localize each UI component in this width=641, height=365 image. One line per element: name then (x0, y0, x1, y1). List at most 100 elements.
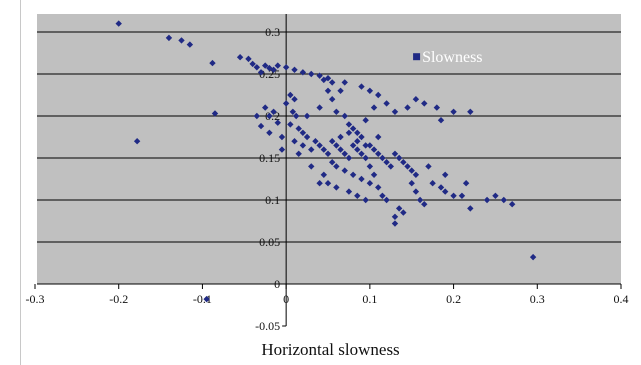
data-point (341, 167, 348, 174)
data-point (362, 154, 369, 162)
data-point (257, 69, 265, 76)
data-point (442, 171, 449, 178)
data-point (303, 112, 311, 120)
data-point (483, 196, 491, 204)
data-point (299, 69, 307, 76)
data-point (358, 150, 365, 157)
data-point (278, 133, 286, 141)
data-point (253, 112, 261, 120)
data-point (450, 108, 457, 115)
data-point (421, 100, 428, 107)
data-point (412, 188, 420, 195)
data-point (404, 163, 411, 170)
data-point (370, 171, 378, 178)
x-tick-label: 0.3 (530, 292, 545, 306)
data-point (262, 104, 269, 111)
data-point (467, 108, 474, 115)
data-point (209, 59, 216, 67)
data-point (345, 188, 353, 195)
data-point (328, 138, 336, 145)
data-point (337, 146, 344, 153)
data-point (266, 112, 273, 120)
data-point (320, 146, 328, 153)
data-point (295, 125, 302, 132)
data-point (379, 154, 386, 162)
data-point (408, 180, 415, 187)
data-point (316, 180, 323, 187)
data-point (442, 188, 449, 195)
x-tick-label: 0 (283, 292, 289, 306)
data-point (492, 192, 499, 199)
data-point (437, 184, 445, 191)
data-point (253, 64, 261, 71)
data-point (529, 253, 537, 261)
y-tick-label: 0.15 (259, 151, 280, 165)
data-point (262, 62, 269, 69)
y-tick-label: 0 (274, 277, 280, 291)
data-point (333, 184, 340, 191)
data-point (366, 142, 374, 149)
data-point (337, 87, 344, 94)
data-point (508, 201, 516, 208)
data-point (366, 180, 374, 187)
data-point (450, 192, 457, 199)
y-tick-label: 0.3 (265, 25, 280, 39)
data-point (115, 20, 122, 27)
data-point (257, 122, 265, 130)
data-point (211, 110, 219, 117)
y-tick-label: 0.05 (259, 235, 280, 249)
data-point (391, 213, 399, 220)
data-point (333, 142, 340, 149)
data-point (412, 96, 420, 103)
data-point (295, 150, 302, 157)
data-point (291, 66, 298, 73)
data-point (245, 55, 252, 63)
data-point (320, 76, 328, 84)
data-point (274, 62, 281, 69)
data-point (333, 108, 340, 115)
data-point (362, 196, 369, 204)
data-point (291, 96, 298, 103)
data-point (308, 163, 315, 170)
data-point (391, 150, 399, 157)
data-point (308, 70, 315, 78)
data-point (186, 41, 194, 48)
data-point (345, 129, 353, 136)
data-point (349, 142, 357, 149)
legend-label: Slowness (422, 49, 482, 66)
data-point (370, 104, 378, 111)
data-point (433, 104, 441, 111)
data-point (425, 163, 432, 170)
data-point (354, 192, 361, 199)
data-point (375, 184, 382, 191)
data-point (375, 150, 382, 157)
data-point (395, 154, 403, 162)
data-point (383, 159, 390, 166)
data-point (299, 142, 307, 149)
y-tick-label: 0.2 (265, 109, 280, 123)
y-tick-label: 0.1 (265, 193, 280, 207)
data-point (328, 79, 336, 86)
x-tick-label: -0.3 (26, 292, 45, 306)
data-point (324, 75, 332, 82)
data-point (345, 121, 353, 128)
data-point (358, 175, 365, 183)
data-point (341, 150, 348, 157)
data-point (467, 205, 474, 212)
x-axis-title: Horizontal slowness (261, 340, 400, 359)
x-tick-label: 0.2 (446, 292, 461, 306)
plot-background (37, 14, 621, 284)
data-point (437, 117, 445, 124)
data-point (366, 163, 374, 170)
data-point (349, 125, 357, 132)
data-point (358, 83, 365, 90)
data-point (287, 121, 294, 128)
scatter-plot: -0.3 -0.2 -0.1 0 0.1 0.2 0.3 0.4-0.0500.050.10.… (26, 14, 629, 333)
data-point (500, 196, 507, 204)
data-point (274, 119, 281, 126)
data-point (282, 100, 290, 107)
data-point (292, 112, 300, 120)
data-point (341, 79, 348, 86)
data-point (400, 209, 407, 216)
data-point (429, 180, 436, 187)
